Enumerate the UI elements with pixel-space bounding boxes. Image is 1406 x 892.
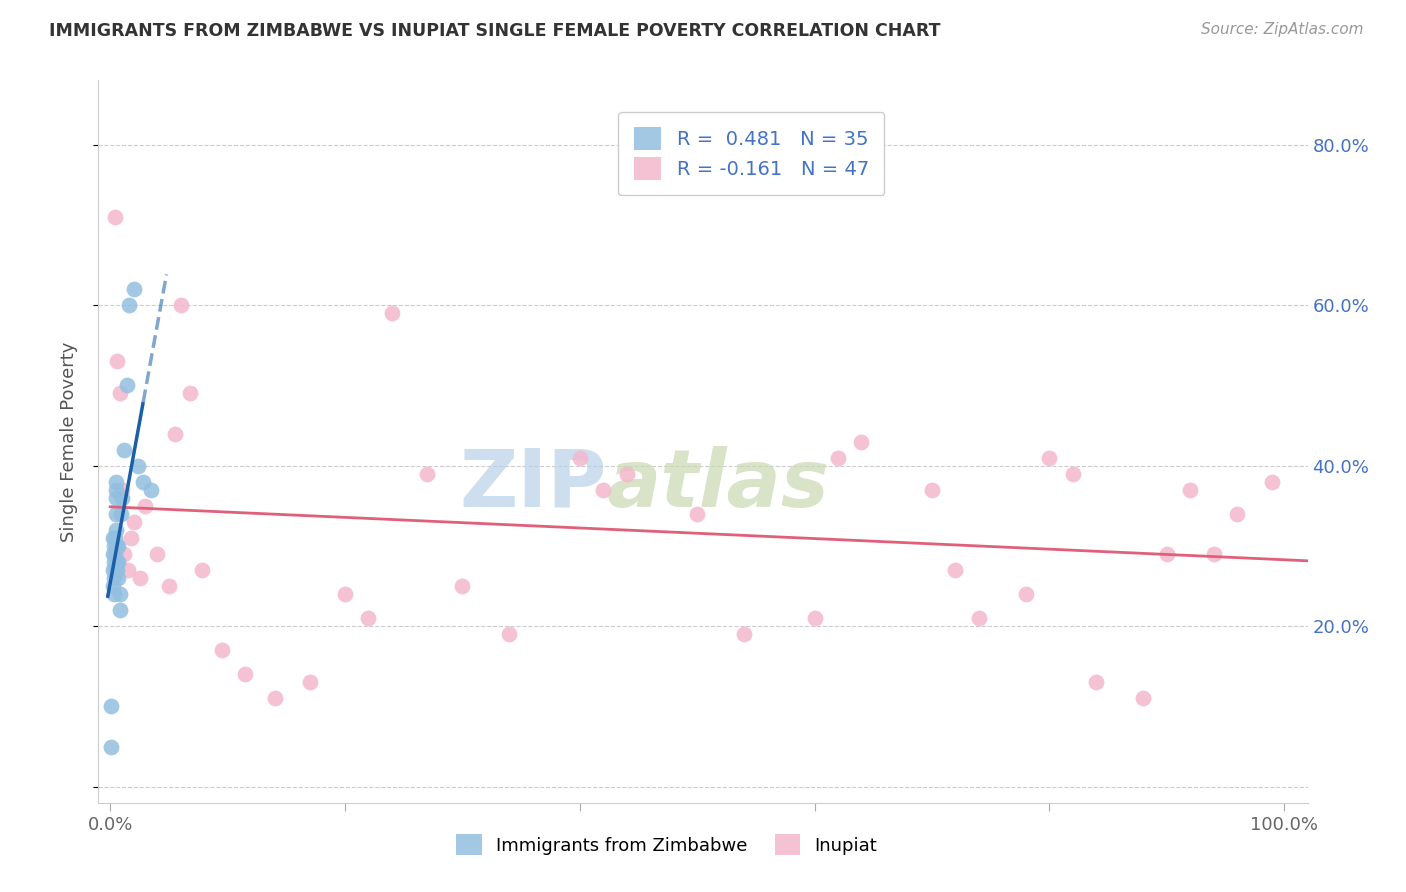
Point (107, 571, 129, 585)
Point (104, 563, 127, 577)
Point (357, 611, 380, 625)
Point (108, 587, 131, 601)
Point (111, 491, 134, 505)
Point (110, 507, 132, 521)
Point (103, 571, 125, 585)
Point (733, 627, 755, 641)
Point (190, 563, 212, 577)
Point (945, 563, 967, 577)
Point (1180, 483, 1202, 497)
Point (105, 539, 128, 553)
Point (146, 547, 169, 561)
Point (100, 699, 122, 714)
Point (120, 531, 142, 545)
Point (263, 691, 285, 706)
Point (100, 739, 122, 754)
Point (921, 483, 943, 497)
Y-axis label: Single Female Poverty: Single Female Poverty (59, 342, 77, 541)
Point (111, 483, 134, 497)
Point (568, 450, 591, 465)
Point (1132, 691, 1154, 706)
Point (122, 515, 145, 529)
Point (451, 579, 474, 593)
Text: ZIP: ZIP (458, 446, 606, 524)
Point (616, 467, 638, 481)
Point (105, 491, 128, 505)
Point (104, 547, 127, 561)
Point (105, 507, 128, 521)
Point (1156, 547, 1178, 561)
Point (104, 210, 127, 224)
Point (233, 667, 256, 681)
Point (134, 499, 156, 513)
Text: IMMIGRANTS FROM ZIMBABWE VS INUPIAT SINGLE FEMALE POVERTY CORRELATION CHART: IMMIGRANTS FROM ZIMBABWE VS INUPIAT SING… (49, 22, 941, 40)
Point (1085, 675, 1108, 690)
Point (112, 442, 135, 457)
Point (115, 378, 138, 392)
Point (169, 298, 191, 312)
Text: atlas: atlas (606, 446, 830, 524)
Point (105, 563, 128, 577)
Point (112, 547, 135, 561)
Point (117, 563, 139, 577)
Point (803, 611, 825, 625)
Point (108, 386, 131, 401)
Point (107, 539, 129, 553)
Point (211, 643, 233, 657)
Point (105, 354, 128, 368)
Point (1015, 587, 1038, 601)
Point (141, 483, 163, 497)
Legend: Immigrants from Zimbabwe, Inupiat: Immigrants from Zimbabwe, Inupiat (449, 827, 884, 863)
Point (1038, 450, 1060, 465)
Point (967, 611, 990, 625)
Point (592, 483, 614, 497)
Point (101, 547, 124, 561)
Point (105, 555, 128, 569)
Point (827, 450, 849, 465)
Point (851, 434, 873, 449)
Point (105, 523, 128, 537)
Point (381, 306, 404, 320)
Point (163, 426, 186, 441)
Point (1261, 475, 1284, 489)
Point (298, 675, 321, 690)
Point (103, 539, 125, 553)
Point (101, 579, 124, 593)
Point (104, 531, 127, 545)
Point (416, 467, 439, 481)
Point (128, 571, 150, 585)
Point (333, 587, 356, 601)
Point (1226, 507, 1249, 521)
Text: Source: ZipAtlas.com: Source: ZipAtlas.com (1201, 22, 1364, 37)
Point (101, 531, 124, 545)
Point (103, 555, 125, 569)
Point (118, 298, 141, 312)
Point (1062, 467, 1084, 481)
Point (105, 475, 128, 489)
Point (107, 555, 129, 569)
Point (157, 579, 180, 593)
Point (132, 475, 155, 489)
Point (122, 282, 145, 296)
Point (1202, 547, 1225, 561)
Point (179, 386, 201, 401)
Point (127, 458, 149, 473)
Point (101, 563, 124, 577)
Point (103, 587, 125, 601)
Point (686, 507, 709, 521)
Point (498, 627, 520, 641)
Point (108, 603, 131, 617)
Point (105, 483, 128, 497)
